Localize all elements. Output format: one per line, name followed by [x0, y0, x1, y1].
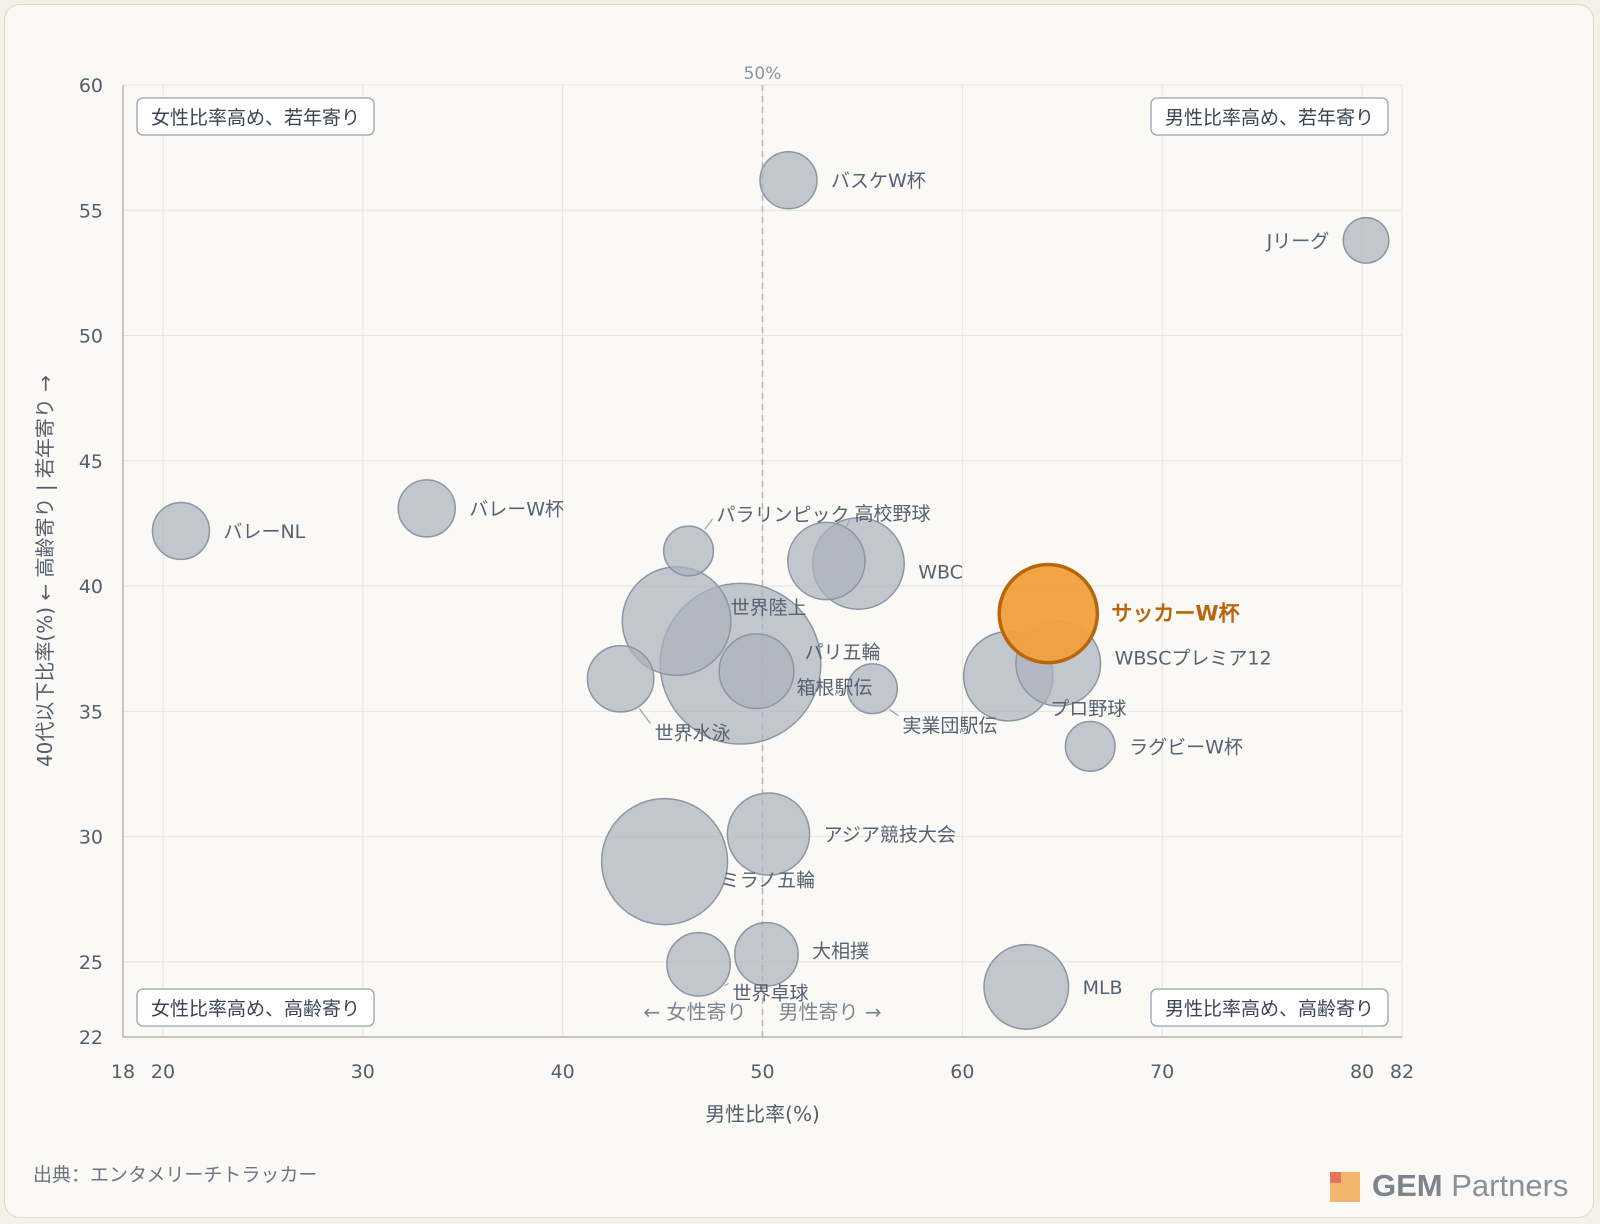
logo-text-bold: GEM — [1372, 1168, 1443, 1203]
x-tick-label: 20 — [151, 1061, 175, 1083]
label-leader-line — [638, 708, 652, 725]
x-axis-title: 男性比率(%) — [705, 1102, 820, 1126]
label-leader-line — [846, 517, 851, 527]
quadrant-label-box — [136, 97, 375, 136]
y-tick-label: 45 — [79, 451, 103, 473]
quadrant-label-bottom-right: 男性比率高め、高齢寄り — [1150, 988, 1389, 1027]
quadrant-label-text: 男性比率高め、高齢寄り — [1165, 998, 1374, 1020]
quadrant-label-top-left: 女性比率高め、若年寄り — [136, 97, 375, 136]
bubble-label: パリ五輪 — [805, 642, 881, 664]
quadrant-label-text: 女性比率高め、高齢寄り — [151, 998, 360, 1020]
bubble-point — [600, 797, 729, 926]
bubble-point — [662, 525, 715, 577]
bubble-label: 世界卓球 — [733, 982, 809, 1004]
bubble-point — [759, 150, 818, 210]
y-tick-label: 40 — [79, 576, 103, 598]
bubble-label: パラリンピック — [717, 504, 850, 526]
bubble-point — [997, 562, 1100, 665]
bubble-label: 箱根駅伝 — [797, 677, 873, 699]
x-tick-label: 30 — [351, 1061, 375, 1083]
label-leader-line — [889, 708, 899, 717]
bubble-label: 実業団駅伝 — [902, 715, 997, 737]
quadrant-label-bottom-left: 女性比率高め、高齢寄り — [136, 988, 375, 1027]
label-leader-line — [704, 518, 714, 530]
x-tick-label: 60 — [950, 1061, 974, 1083]
direction-label-male: 男性寄り → — [779, 1000, 882, 1024]
y-tick-label: 30 — [79, 827, 103, 849]
label-leader-line — [724, 982, 729, 987]
bubble-point — [1064, 720, 1116, 772]
x-tick-label: 50 — [750, 1061, 774, 1083]
bubble-point — [983, 943, 1070, 1030]
bubble-label: ミラノ五輪 — [721, 870, 816, 892]
bubble-label: サッカーW杯 — [1111, 602, 1239, 626]
bubble-label: WBC — [918, 562, 963, 584]
quadrant-label-box — [136, 988, 375, 1027]
y-tick-label: 60 — [79, 75, 103, 97]
quadrant-label-text: 女性比率高め、若年寄り — [151, 107, 360, 129]
bubble-point — [718, 633, 795, 710]
bubble-label: バスケW杯 — [831, 170, 926, 192]
x-tick-label: 70 — [1150, 1061, 1174, 1083]
y-tick-label: 35 — [79, 701, 103, 723]
logo-text: GEM Partners — [1372, 1168, 1568, 1204]
quadrant-label-box — [1150, 97, 1389, 136]
bubble-label: バレーNL — [223, 521, 305, 543]
quadrant-label-top-right: 男性比率高め、若年寄り — [1150, 97, 1389, 136]
bubble-point — [586, 644, 655, 713]
x-tick-label: 80 — [1350, 1061, 1374, 1083]
bubble-point — [726, 792, 811, 876]
reference-line-label: 50% — [744, 64, 782, 84]
bubble-point — [151, 501, 211, 561]
bubble-label: 大相撲 — [812, 940, 869, 962]
direction-label-female: ← 女性寄り — [643, 1000, 746, 1024]
bubble-label: Jリーグ — [1266, 230, 1330, 252]
logo-text-rest: Partners — [1442, 1168, 1569, 1203]
y-tick-label: 22 — [79, 1027, 103, 1049]
logo-mark-icon — [1330, 1172, 1360, 1202]
bubble-label: プロ野球 — [1050, 698, 1126, 720]
bubble-label: MLB — [1083, 977, 1123, 999]
bubble-label: 高校野球 — [854, 503, 930, 525]
bubble-label: WBSCプレミア12 — [1115, 648, 1272, 670]
quadrant-label-text: 男性比率高め、若年寄り — [1165, 107, 1374, 129]
direction-labels: ← 女性寄り 男性寄り → — [643, 1000, 881, 1024]
bubble-point — [1342, 216, 1390, 264]
bubble-label: 世界水泳 — [655, 723, 731, 745]
bubble-label: アジア競技大会 — [824, 824, 956, 846]
bubble-point — [787, 521, 866, 601]
bubble-point — [734, 921, 799, 987]
logo-mark-corner — [1330, 1172, 1341, 1183]
bubble-point — [397, 479, 457, 538]
reference-layer: 50% — [744, 64, 782, 1037]
bubble-point — [666, 931, 731, 997]
y-tick-label: 55 — [79, 200, 103, 222]
bubble-label: 世界陸上 — [731, 597, 807, 619]
quadrant-label-box — [1150, 988, 1389, 1027]
bubble-point — [846, 663, 899, 715]
x-tick-label: 18 — [111, 1061, 135, 1083]
y-tick-label: 25 — [79, 952, 103, 974]
bubble-label: ラグビーW杯 — [1129, 736, 1243, 758]
y-axis-title: 40代以下比率(%) ← 高齢寄り | 若年寄り → — [33, 375, 57, 767]
x-tick-label: 82 — [1390, 1061, 1414, 1083]
axes: 18 20 30 40 50 60 70 80 82 22 25 30 35 40 45 50 55 60 — [79, 75, 1414, 1083]
bubbles — [151, 150, 1390, 1030]
x-tick-label: 40 — [551, 1061, 575, 1083]
y-tick-label: 50 — [79, 326, 103, 348]
label-leader-line — [1044, 699, 1047, 705]
bubble-label: バレーW杯 — [469, 498, 564, 520]
source-note: 出典：エンタメリーチトラッカー — [33, 1164, 318, 1186]
